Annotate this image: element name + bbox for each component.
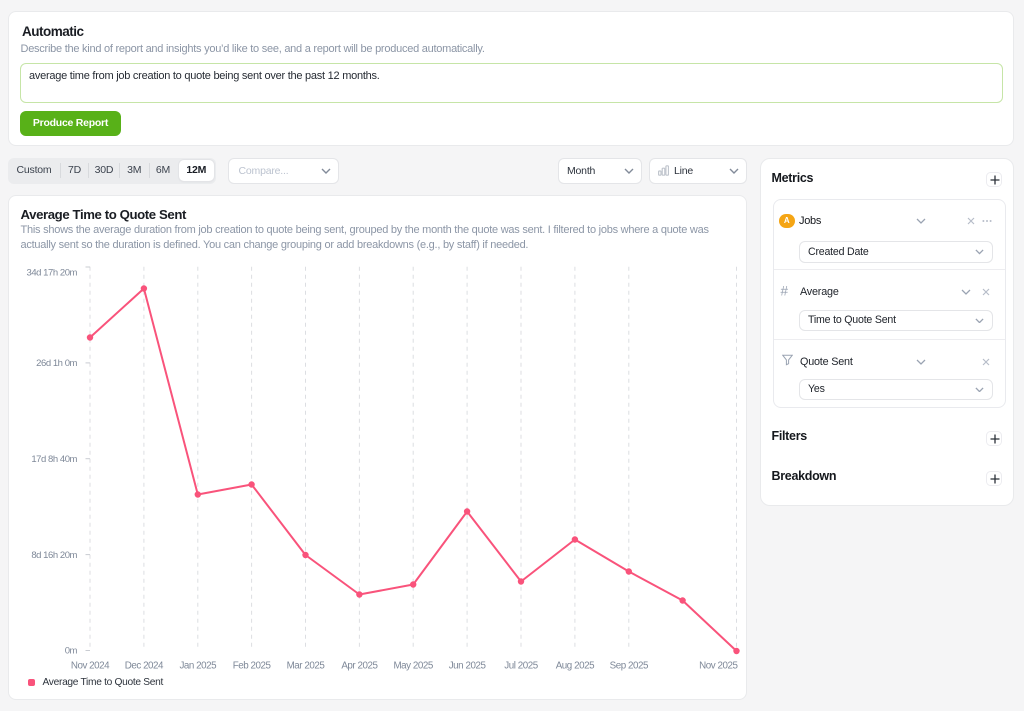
svg-text:8d 16h 20m: 8d 16h 20m: [31, 549, 77, 560]
svg-text:May 2025: May 2025: [393, 660, 433, 671]
svg-text:Feb 2025: Feb 2025: [233, 660, 272, 671]
svg-text:Jun 2025: Jun 2025: [449, 660, 487, 671]
svg-text:Nov 2025: Nov 2025: [699, 660, 738, 671]
svg-text:Jul 2025: Jul 2025: [504, 660, 538, 671]
svg-text:Jan 2025: Jan 2025: [179, 660, 217, 671]
svg-text:34d 17h 20m: 34d 17h 20m: [26, 267, 77, 278]
svg-text:17d 8h 40m: 17d 8h 40m: [31, 453, 77, 464]
svg-text:0m: 0m: [65, 645, 78, 656]
svg-text:26d 1h 0m: 26d 1h 0m: [36, 358, 77, 369]
svg-text:Apr 2025: Apr 2025: [341, 660, 378, 671]
svg-text:Aug 2025: Aug 2025: [556, 660, 595, 671]
svg-text:Sep 2025: Sep 2025: [610, 660, 649, 671]
svg-text:Nov 2024: Nov 2024: [71, 660, 110, 671]
svg-text:Dec 2024: Dec 2024: [125, 660, 164, 671]
svg-text:Mar 2025: Mar 2025: [287, 660, 326, 671]
